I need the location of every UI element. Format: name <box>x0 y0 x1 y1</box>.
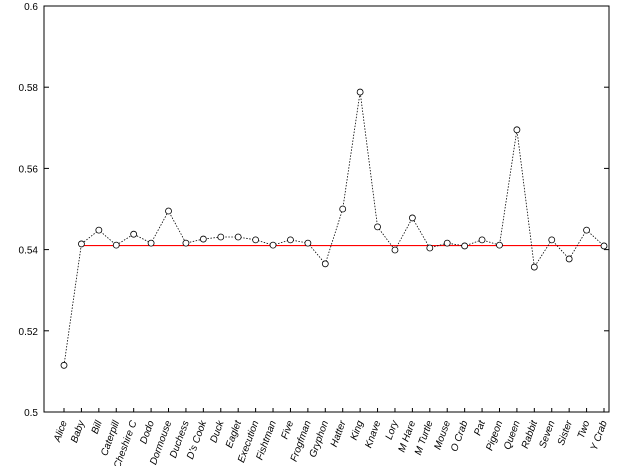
point <box>60 361 68 369</box>
x-tick-label: Duck <box>208 418 226 444</box>
point <box>78 240 85 248</box>
point <box>600 242 608 250</box>
x-tick-label: Alice <box>52 419 70 444</box>
point <box>513 126 521 134</box>
series-line <box>63 92 605 366</box>
point <box>321 260 329 268</box>
point <box>147 239 155 247</box>
point <box>583 226 590 234</box>
y-tick-label: 0.54 <box>19 246 39 257</box>
x-tick-label: Lory <box>384 418 401 441</box>
point <box>112 241 120 249</box>
x-tick-label: King <box>349 419 366 442</box>
x-tick-label: Five <box>279 419 296 441</box>
point <box>356 88 364 96</box>
point <box>165 207 172 215</box>
point <box>530 263 538 271</box>
point <box>374 223 381 231</box>
point <box>565 255 573 263</box>
point <box>252 236 260 244</box>
y-tick-label: 0.6 <box>24 2 38 13</box>
y-tick-label: 0.56 <box>19 164 39 175</box>
point <box>199 235 207 243</box>
x-tick-label: Hatter <box>329 419 349 449</box>
x-tick-label: Seven <box>538 419 558 450</box>
point <box>548 236 556 244</box>
point <box>339 205 347 213</box>
y-tick-label: 0.52 <box>19 327 39 338</box>
point <box>304 239 312 247</box>
x-tick-label: Sister <box>556 419 575 447</box>
x-tick-label: Pat <box>472 418 488 437</box>
y-tick-label: 0.58 <box>19 83 39 94</box>
x-tick-label: Dodo <box>138 419 157 446</box>
point <box>478 236 486 244</box>
point <box>217 233 225 241</box>
point <box>130 230 138 238</box>
point <box>95 226 103 234</box>
x-tick-label: Two <box>576 419 593 440</box>
point <box>408 214 416 222</box>
x-tick-label: Baby <box>69 418 87 444</box>
point <box>182 239 190 247</box>
point <box>426 244 434 252</box>
point <box>287 236 294 244</box>
point <box>496 241 503 249</box>
y-tick-label: 0.5 <box>24 408 38 419</box>
point <box>391 246 399 254</box>
x-tick-label: Bill <box>90 419 105 436</box>
plot-frame <box>43 5 610 413</box>
point <box>443 239 451 247</box>
x-tick-label: Knave <box>363 419 383 450</box>
point <box>269 241 277 249</box>
point <box>234 233 242 241</box>
point <box>461 242 469 250</box>
